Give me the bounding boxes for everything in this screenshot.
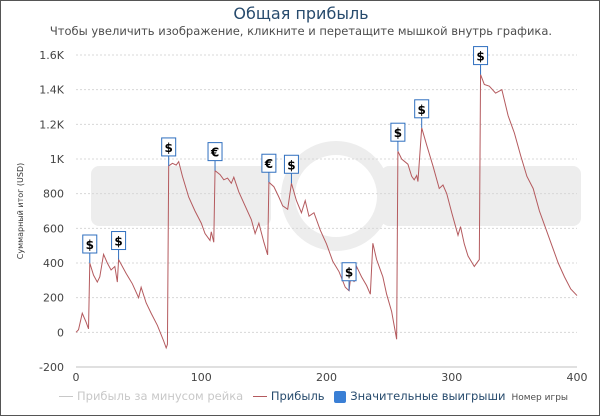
big-win-symbol: $ [287, 158, 295, 172]
big-win-marker [111, 231, 127, 251]
watermark-scope-icon [281, 141, 391, 251]
big-win-symbol: $ [345, 266, 353, 280]
y-tick-label: -200 [39, 361, 64, 374]
big-win-marker [261, 153, 277, 173]
big-win-marker [283, 154, 299, 174]
legend-swatch [334, 390, 347, 403]
y-tick-label: 200 [43, 292, 64, 305]
big-win-symbol: $ [418, 103, 426, 117]
y-tick-label: 600 [43, 222, 64, 235]
big-win-marker [414, 99, 430, 119]
y-tick-label: 1K [50, 153, 65, 166]
x-tick-label: 100 [191, 371, 212, 384]
x-tick-label: 400 [567, 371, 588, 384]
legend-item-profit[interactable]: Прибыль [252, 389, 325, 403]
chart-subtitle: Чтобы увеличить изображение, кликните и … [49, 24, 553, 38]
y-tick-label: 1.4K [39, 84, 64, 97]
big-win-marker [82, 234, 98, 254]
big-win-symbol: € [210, 146, 219, 160]
y-tick-label: 0 [57, 326, 64, 339]
big-win-marker [390, 122, 406, 142]
big-win-marker [207, 142, 223, 162]
big-win-symbol: $ [86, 238, 94, 252]
y-tick-label: 800 [43, 188, 64, 201]
x-tick-label: 0 [73, 371, 80, 384]
big-win-symbol: $ [165, 141, 173, 155]
legend-item-big-wins[interactable]: Значительные выигрыши [334, 389, 505, 403]
x-axis-title: Номер игры [511, 393, 569, 403]
big-win-symbol: € [264, 157, 273, 171]
y-tick-label: 1.2K [39, 118, 64, 131]
chart-title: Общая прибыль [233, 4, 369, 23]
x-tick-label: 200 [316, 371, 337, 384]
legend: Прибыль за минусом рейка Прибыль Значите… [59, 389, 568, 405]
watermark-logo [91, 141, 581, 251]
legend-label: Прибыль за минусом рейка [77, 389, 244, 403]
big-win-symbol: $ [394, 126, 402, 140]
watermark-shape [91, 166, 271, 226]
legend-label: Прибыль [270, 389, 325, 403]
big-win-marker [473, 46, 489, 66]
y-axis-title: Суммарный итог (USD) [16, 163, 25, 260]
big-win-symbol: $ [114, 235, 122, 249]
legend-swatch [252, 396, 267, 397]
big-win-symbol: $ [476, 50, 484, 64]
legend-item-net-profit[interactable]: Прибыль за минусом рейка [59, 389, 243, 403]
profit-line [75, 74, 578, 350]
big-win-marker [341, 262, 357, 282]
watermark-shape [381, 166, 581, 226]
legend-label: Значительные выигрыши [350, 389, 506, 403]
x-tick-label: 300 [441, 371, 462, 384]
big-win-marker [161, 137, 177, 157]
legend-swatch [59, 396, 73, 397]
y-tick-label: 1.6K [39, 49, 64, 62]
y-tick-label: 400 [43, 257, 64, 270]
